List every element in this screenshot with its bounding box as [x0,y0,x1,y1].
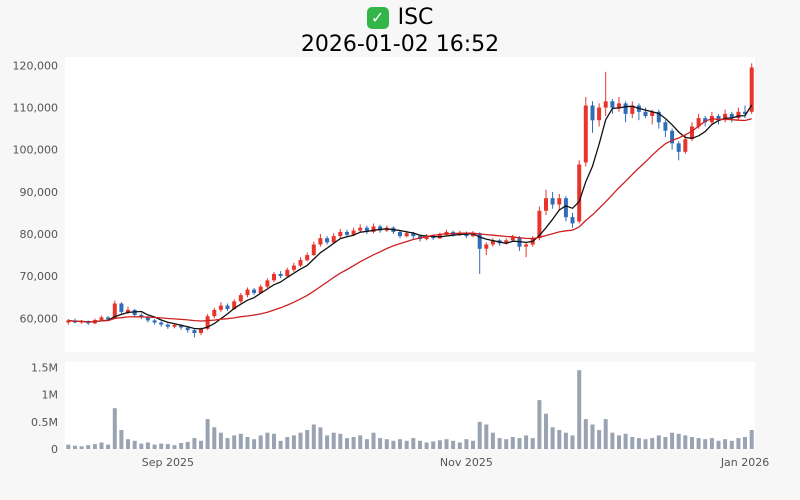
stock-symbol: ISC [397,5,434,30]
svg-text:1M: 1M [42,389,59,402]
svg-text:Nov 2025: Nov 2025 [440,456,493,469]
svg-text:110,000: 110,000 [13,102,59,115]
svg-text:120,000: 120,000 [13,59,59,72]
svg-text:0.5M: 0.5M [31,416,58,429]
title-line: ✓ ISC [0,5,800,31]
chart-header: ✓ ISC 2026-01-02 16:52 [0,5,800,58]
svg-text:60,000: 60,000 [20,312,59,325]
svg-text:100,000: 100,000 [13,144,59,157]
svg-text:0: 0 [51,443,58,456]
chart-timestamp: 2026-01-02 16:52 [300,32,500,57]
svg-text:90,000: 90,000 [20,186,59,199]
svg-text:70,000: 70,000 [20,270,59,283]
svg-text:Jan 2026: Jan 2026 [720,456,769,469]
svg-text:1.5M: 1.5M [31,361,58,374]
svg-text:80,000: 80,000 [20,228,59,241]
checkmark-icon: ✓ [366,7,389,29]
svg-text:Sep 2025: Sep 2025 [142,456,194,469]
